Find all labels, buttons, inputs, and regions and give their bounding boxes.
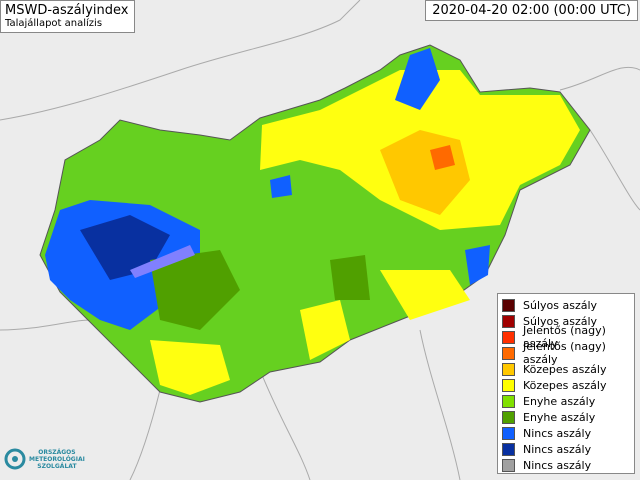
legend-swatch	[502, 362, 515, 376]
legend-label: Nincs aszály	[523, 426, 592, 440]
legend-label: Közepes aszály	[523, 362, 607, 376]
logo-icon	[4, 448, 26, 470]
legend-swatch	[502, 426, 515, 440]
legend: Súlyos aszály Súlyos aszály Jelentős (nagy…	[497, 293, 635, 474]
legend-item: Nincs aszály	[502, 425, 630, 441]
legend-item: Súlyos aszály	[502, 313, 630, 329]
legend-item: Nincs aszály	[502, 457, 630, 473]
legend-swatch	[502, 378, 515, 392]
legend-label: Enyhe aszály	[523, 394, 596, 408]
legend-label: Jelentős (nagy) aszály	[523, 324, 606, 350]
logo-line: SZOLGÁLAT	[37, 462, 77, 470]
legend-swatch	[502, 442, 515, 456]
legend-item: Enyhe aszály	[502, 409, 630, 425]
logo-line: METEOROLÓGIAI	[29, 455, 85, 463]
legend-swatch	[502, 458, 515, 472]
legend-item: Nincs aszály	[502, 441, 630, 457]
legend-label: Jelentős (nagy) aszály	[523, 340, 606, 366]
legend-swatch	[502, 394, 515, 408]
legend-swatch	[502, 314, 515, 328]
title-box: MSWD-aszályindex Talajállapot analízis	[0, 0, 136, 33]
legend-label: Súlyos aszály	[523, 314, 598, 328]
legend-label: Enyhe aszály	[523, 410, 596, 424]
index-regions	[45, 48, 580, 395]
legend-item: Közepes aszály	[502, 377, 630, 393]
title: MSWD-aszályindex	[5, 3, 129, 18]
legend-swatch	[502, 298, 515, 312]
legend-swatch	[502, 410, 515, 424]
legend-item: Jelentős (nagy) aszály	[502, 324, 630, 350]
legend-item: Súlyos aszály	[502, 297, 630, 313]
timestamp: 2020-04-20 02:00 (00:00 UTC)	[425, 0, 638, 21]
logo-line: ORSZÁGOS	[38, 448, 76, 456]
legend-swatch	[502, 330, 515, 344]
legend-item: Közepes aszály	[502, 361, 630, 377]
legend-label: Nincs aszály	[523, 458, 592, 472]
legend-label: Nincs aszály	[523, 442, 592, 456]
logo: ORSZÁGOS METEOROLÓGIAI SZOLGÁLAT	[4, 448, 85, 470]
legend-item: Jelentős (nagy) aszály	[502, 340, 630, 366]
logo-text: ORSZÁGOS METEOROLÓGIAI SZOLGÁLAT	[29, 449, 85, 470]
legend-label: Súlyos aszály	[523, 298, 598, 312]
legend-label: Közepes aszály	[523, 378, 607, 392]
subtitle: Talajállapot analízis	[5, 18, 103, 29]
legend-swatch	[502, 346, 515, 360]
legend-item: Enyhe aszály	[502, 393, 630, 409]
